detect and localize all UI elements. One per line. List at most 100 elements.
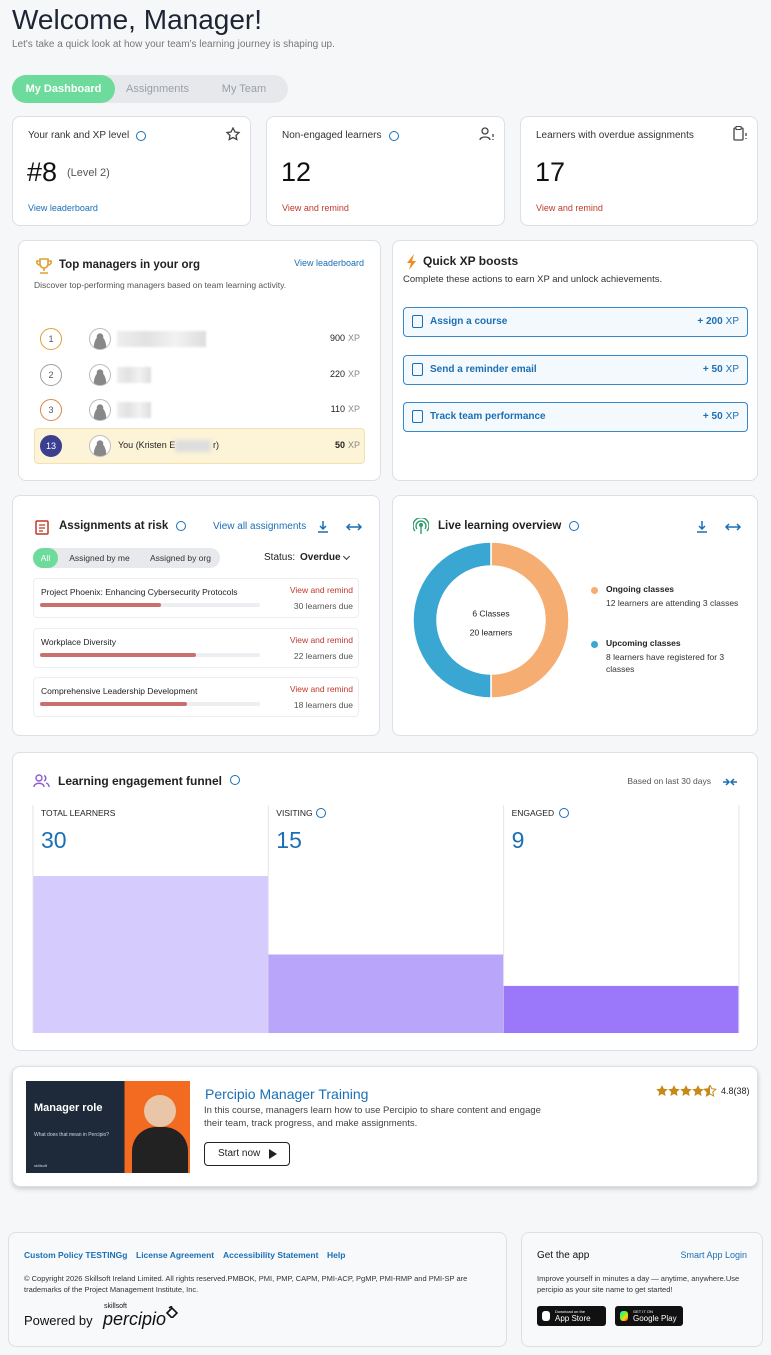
assignment-name: Comprehensive Leadership Development xyxy=(41,686,198,696)
card-link[interactable]: View all assignments xyxy=(213,521,307,532)
info-icon[interactable] xyxy=(230,775,240,785)
progress-bar xyxy=(40,652,197,657)
footer-link[interactable]: Accessibility Statement xyxy=(223,1250,319,1260)
footer-link[interactable]: Help xyxy=(327,1250,346,1260)
member-name: You (Kristen E xyxy=(118,440,176,450)
store-badge[interactable]: GET IT ON Google Play xyxy=(615,1306,683,1326)
stage-label: TOTAL LEARNERS xyxy=(41,808,116,818)
donut-segment xyxy=(490,541,570,699)
status-value[interactable]: Overdue xyxy=(300,552,341,563)
collapse-icon[interactable] xyxy=(722,776,738,788)
footer-link[interactable]: Custom Policy TESTINGg xyxy=(24,1250,128,1260)
info-icon[interactable] xyxy=(136,131,146,141)
bolt-icon xyxy=(407,254,416,270)
action-label[interactable]: Send a reminder email xyxy=(430,363,537,375)
broadcast-icon xyxy=(413,518,429,534)
filter[interactable]: Assigned by me xyxy=(69,553,130,563)
stage-value: 15 xyxy=(276,827,302,853)
rank-badge: 13 xyxy=(40,435,62,457)
xp: 110 XP xyxy=(331,404,360,414)
info-icon[interactable] xyxy=(316,808,327,818)
member-name: r) xyxy=(213,440,219,450)
rating-value: 4.8 xyxy=(721,1086,734,1096)
icon xyxy=(733,126,747,141)
stat-label: Your rank and XP level xyxy=(28,130,130,141)
powered-by: Powered by xyxy=(24,1313,93,1328)
legend-name: Ongoing classes xyxy=(606,584,675,594)
xp-unit: XP xyxy=(347,333,360,343)
action-xp: + 50 XP xyxy=(703,411,739,422)
info-icon[interactable] xyxy=(176,521,186,531)
legend-detail: 8 learners have registered for 3 classes xyxy=(606,652,725,674)
filter[interactable]: All xyxy=(33,548,58,568)
avatar xyxy=(89,399,111,421)
filter[interactable]: Assigned by org xyxy=(150,553,211,563)
action-label[interactable]: Assign a course xyxy=(430,316,508,327)
icon xyxy=(479,127,494,141)
stage-label: ENGAGED xyxy=(511,808,555,818)
assignment-action[interactable]: View and remind xyxy=(289,684,353,694)
thumb-brand: skillsoft xyxy=(34,1163,48,1168)
donut-segment xyxy=(412,541,492,699)
xp-unit: XP xyxy=(347,440,360,450)
progress-bar xyxy=(40,603,161,607)
stat-card: Non-engaged learners 12 View and remind xyxy=(266,116,505,226)
card-title: Learning engagement funnel xyxy=(58,774,223,788)
xp-value: 110 xyxy=(330,404,345,414)
rank-badge: 3 xyxy=(40,399,62,421)
badge-name: App Store xyxy=(555,1314,591,1323)
stat-value: 17 xyxy=(535,157,566,187)
assignment-item: Comprehensive Leadership Development View… xyxy=(33,677,359,717)
xp-action[interactable]: Send a reminder email + 50 XP xyxy=(403,354,748,385)
logo-small: skillsoft xyxy=(104,1303,127,1310)
funnel-chart xyxy=(32,805,740,1033)
footer-link[interactable]: License Agreement xyxy=(136,1250,215,1260)
assignment-action[interactable]: View and remind xyxy=(289,634,353,645)
stat-value: 12 xyxy=(281,157,312,187)
course-description: In this course, managers learn how to us… xyxy=(204,1105,541,1129)
store-icon xyxy=(542,1311,550,1321)
tab[interactable]: My Team xyxy=(221,83,267,95)
info-icon[interactable] xyxy=(389,131,399,141)
button-label[interactable]: Start now xyxy=(218,1148,261,1159)
action-xp: + 200 XP xyxy=(697,316,739,327)
tab[interactable]: My Dashboard xyxy=(12,75,115,103)
donut-chart: 6 Classes 20 learners xyxy=(412,541,570,699)
stat-link[interactable]: View and remind xyxy=(536,203,603,213)
action-xp: + 50 XP xyxy=(703,364,739,375)
info-icon[interactable] xyxy=(569,521,579,531)
store-badge[interactable]: Download on the App Store xyxy=(537,1306,606,1326)
logo-mark xyxy=(165,1306,179,1318)
card-link[interactable]: View leaderboard xyxy=(294,258,364,268)
xp-action[interactable]: Assign a course + 200 XP xyxy=(403,307,748,337)
xp: 900 XP xyxy=(330,333,360,343)
assignment-name: Project Phoenix: Enhancing Cybersecurity… xyxy=(41,587,238,597)
card-description: Discover top-performing managers based o… xyxy=(34,280,287,290)
action-icons[interactable] xyxy=(317,520,367,534)
footer: © Copyright 2026 Skillsoft Ireland Limit… xyxy=(8,1232,507,1347)
action-icons[interactable] xyxy=(696,520,746,534)
xp-unit: XP xyxy=(347,404,360,414)
card-description: Complete these actions to earn XP and un… xyxy=(403,274,663,285)
assignment-action[interactable]: View and remind xyxy=(289,585,353,595)
assignment-due: 22 learners due xyxy=(293,650,353,661)
funnel-bar xyxy=(268,954,504,1033)
rating-stars xyxy=(656,1085,717,1097)
tab[interactable]: Assignments xyxy=(126,83,189,95)
stat-value: #8 xyxy=(27,157,58,187)
info-icon[interactable] xyxy=(558,808,569,818)
progress-bar xyxy=(40,702,188,706)
legend-name: Upcoming classes xyxy=(606,638,681,648)
xp-action[interactable]: Track team performance + 50 XP xyxy=(403,402,748,432)
app-link[interactable]: Smart App Login xyxy=(680,1250,747,1260)
stat-link[interactable]: View and remind xyxy=(282,203,349,213)
stat-link[interactable]: View leaderboard xyxy=(28,203,98,213)
action-icon xyxy=(412,315,423,328)
start-button[interactable]: Start now xyxy=(204,1142,290,1166)
xp-unit: XP xyxy=(347,369,360,379)
stage-label: VISITING xyxy=(276,808,313,818)
action-label[interactable]: Track team performance xyxy=(430,411,546,422)
course-title[interactable]: Percipio Manager Training xyxy=(205,1086,369,1102)
